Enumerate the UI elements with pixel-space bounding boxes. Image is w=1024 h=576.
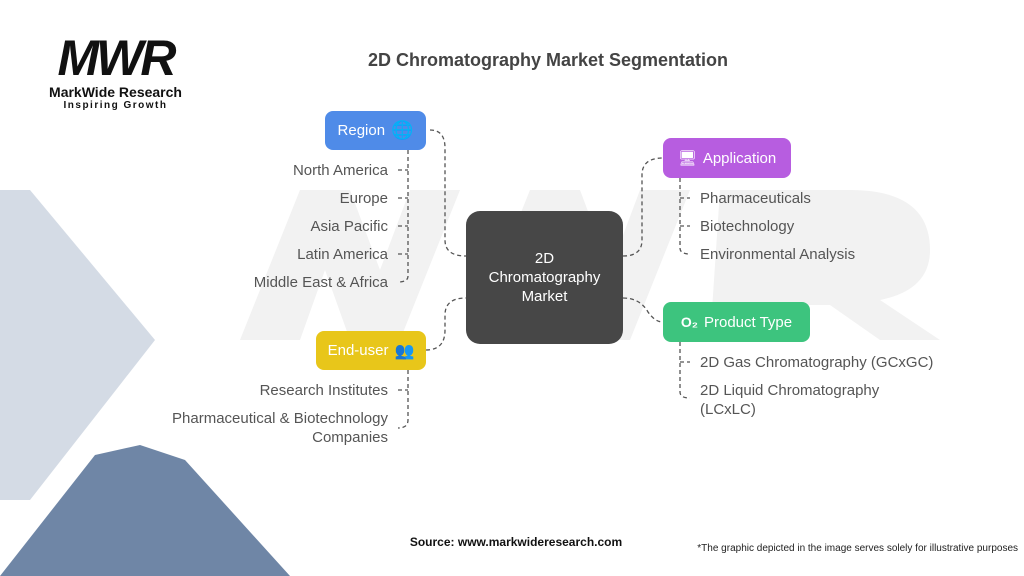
logo: MWR MarkWide Research Inspiring Growth xyxy=(38,32,193,112)
product-type-label: Product Type xyxy=(704,313,793,331)
application-node: 🖥 Application xyxy=(663,138,791,178)
disclaimer-text: *The graphic depicted in the image serve… xyxy=(697,543,1018,554)
application-label: Application xyxy=(702,149,777,167)
list-item: 2D Gas Chromatography (GCxGC) xyxy=(700,354,934,371)
list-item: Pharmaceuticals xyxy=(700,190,811,207)
users-refresh-icon: 👥 xyxy=(394,342,415,360)
list-item: (LCxLC) xyxy=(700,401,756,418)
list-item: Middle East & Africa xyxy=(253,274,388,291)
logo-mark: MWR xyxy=(57,30,177,86)
logo-name: MarkWide Research xyxy=(49,84,182,100)
product-type-node: O₂ Product Type xyxy=(663,302,810,342)
source-text: Source: www.markwideresearch.com xyxy=(409,535,623,549)
list-item: Latin America xyxy=(297,246,388,263)
list-item: 2D Liquid Chromatography xyxy=(700,382,880,399)
logo-tagline: Inspiring Growth xyxy=(63,100,168,111)
list-item: Biotechnology xyxy=(700,218,795,235)
region-node: Region 🌐 xyxy=(325,111,426,150)
list-item: Pharmaceutical & Biotechnology xyxy=(172,410,388,427)
list-item: Companies xyxy=(312,429,388,446)
center-line: Chromatography xyxy=(488,269,601,286)
list-item: Research Institutes xyxy=(259,382,388,399)
region-label: Region xyxy=(337,122,386,139)
diagram-title: 2D Chromatography Market Segmentation xyxy=(367,50,729,70)
list-item: Asia Pacific xyxy=(310,218,388,235)
center-line: Market xyxy=(521,288,568,305)
center-line: 2D xyxy=(534,250,555,267)
center-node: 2D Chromatography Market xyxy=(466,211,623,344)
computer-lab-icon: 🖥 xyxy=(677,150,697,167)
end-user-label: End-user xyxy=(327,342,389,359)
list-item: Environmental Analysis xyxy=(700,246,856,263)
list-item: Europe xyxy=(339,190,388,207)
globe-icon: 🌐 xyxy=(391,120,414,140)
end-user-node: End-user 👥 xyxy=(316,331,426,370)
oxygen-tank-icon: O₂ xyxy=(680,314,698,330)
list-item: North America xyxy=(292,162,388,179)
